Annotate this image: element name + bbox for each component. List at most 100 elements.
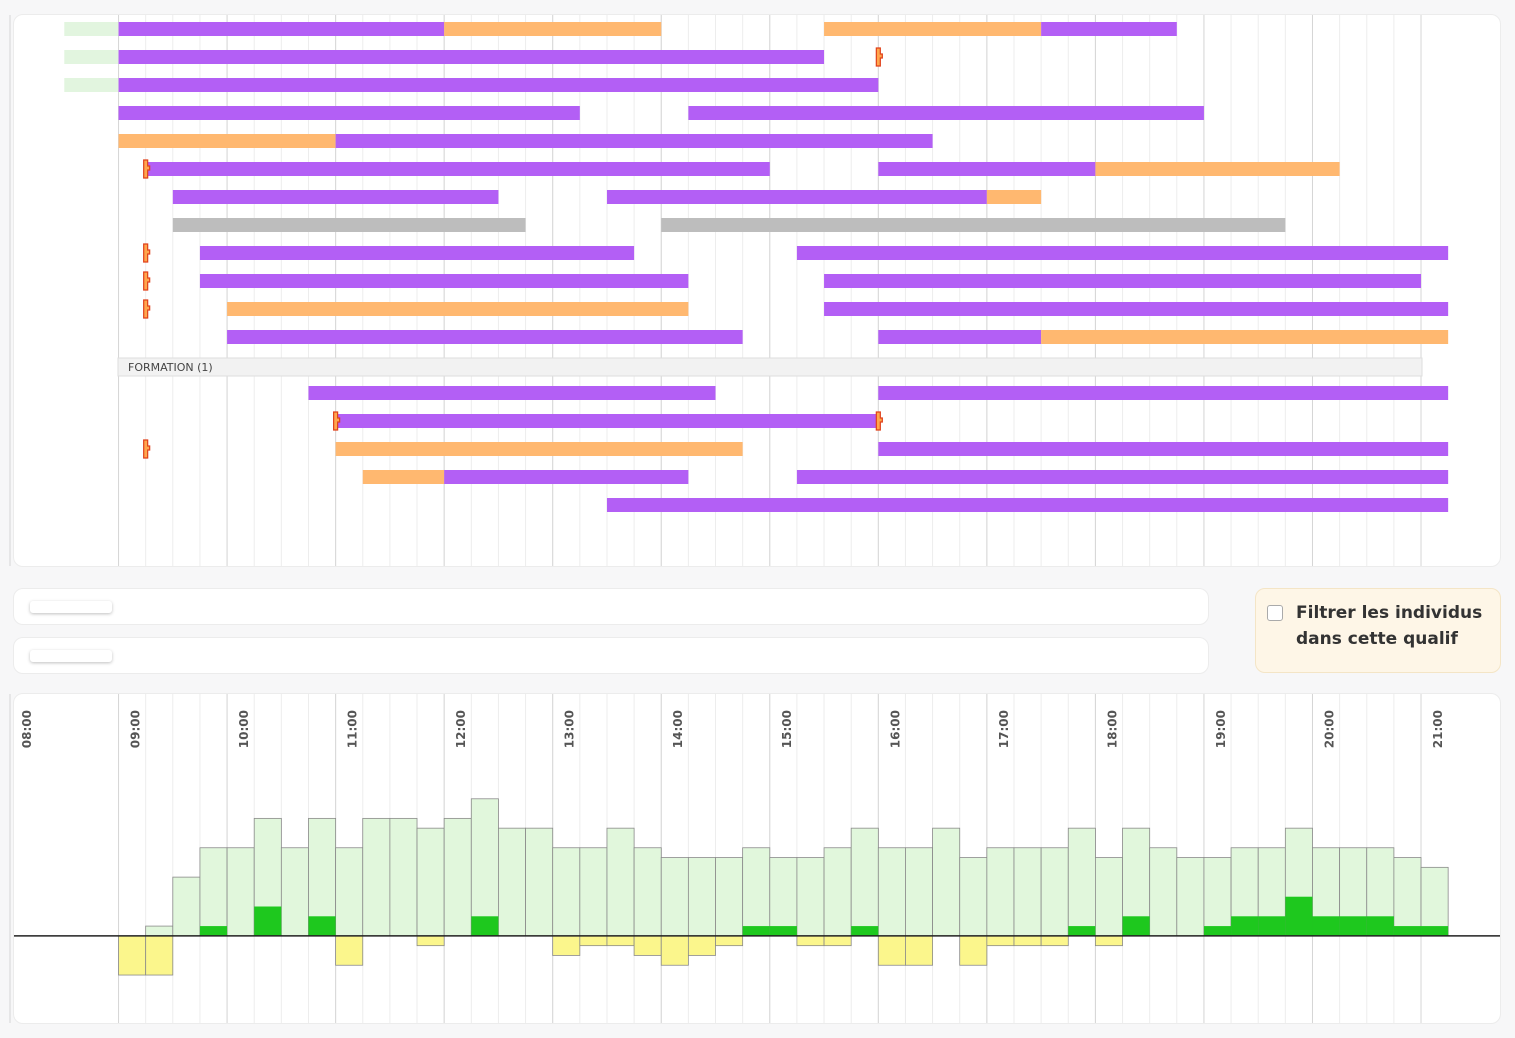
histogram-bar (335, 847, 364, 937)
shift-segment (444, 22, 662, 36)
histogram-bar (1421, 926, 1449, 936)
histogram-bar (986, 935, 1015, 947)
shift-segment (335, 134, 933, 148)
shift-segment (335, 414, 879, 428)
histogram-bar (579, 935, 608, 947)
marker (875, 411, 883, 431)
histogram-bar (986, 847, 1015, 937)
shift-segment (824, 22, 1042, 36)
shift-segment (661, 218, 1286, 232)
group-label: FORMATION (1) (128, 361, 213, 374)
shift-segment (118, 134, 336, 148)
histogram-bar (579, 847, 608, 937)
histogram-bar (280, 847, 309, 937)
shift-segment (227, 302, 689, 316)
shift-segment (1095, 162, 1340, 176)
histogram-bar (199, 926, 228, 936)
histogram-bar (552, 847, 581, 937)
shift-segment (688, 106, 1204, 120)
histogram-bar (1013, 935, 1042, 947)
histogram-bar (606, 935, 635, 947)
shift-segment (308, 386, 716, 400)
shift-segment (145, 162, 770, 176)
histogram-bar (850, 827, 879, 937)
x-tick-label: 20:00 (1322, 710, 1336, 748)
shift-segment (878, 442, 1449, 456)
marker (143, 299, 151, 319)
histogram-bar (199, 847, 228, 937)
x-tick-label: 18:00 (1105, 710, 1119, 748)
x-tick-label: 10:00 (237, 710, 251, 748)
x-tick-label: 14:00 (671, 710, 685, 748)
histogram-bar (606, 827, 635, 937)
shift-segment (878, 386, 1449, 400)
histogram-bar (633, 847, 662, 937)
histogram-bar (443, 817, 472, 937)
filter-label[interactable]: Filtrer les individus dans cette qualif (1296, 603, 1483, 649)
histogram-bar (715, 857, 744, 937)
histogram-bar (1393, 857, 1422, 937)
shift-segment (796, 246, 1449, 260)
histogram-bar (1339, 916, 1367, 936)
histogram-bar (1420, 866, 1449, 937)
shift-segment (986, 190, 1042, 204)
histogram-bar (389, 817, 418, 937)
shift-segment (118, 78, 879, 92)
histogram-bar (308, 916, 336, 936)
histogram-bar (1095, 935, 1123, 947)
histogram-bar (145, 935, 174, 976)
histogram-bar (932, 827, 961, 937)
histogram-bar (1149, 847, 1178, 937)
histogram-bar (525, 827, 554, 937)
histogram-bar (1285, 896, 1313, 936)
histogram-bar (796, 857, 825, 937)
shift-segment (878, 162, 1096, 176)
checkbox[interactable] (1267, 605, 1283, 621)
histogram-bar (1040, 847, 1069, 937)
shift-segment (199, 274, 689, 288)
histogram-bar (1312, 916, 1340, 936)
group-header (117, 357, 1423, 377)
histogram-bar (1067, 827, 1096, 937)
pill (30, 650, 112, 662)
histogram-bar (416, 935, 445, 947)
histogram-bar (226, 847, 255, 937)
histogram-bar (1393, 926, 1422, 936)
histogram-bar (823, 935, 852, 947)
marker (333, 411, 341, 431)
shift-segment (64, 50, 119, 64)
shift-segment (878, 330, 1042, 344)
shift-segment (606, 190, 987, 204)
histogram-bar (796, 935, 825, 947)
histogram-bar (1366, 916, 1394, 936)
histogram-bar (1068, 926, 1096, 936)
histogram-bar (1013, 847, 1042, 937)
shift-segment (824, 274, 1422, 288)
pill (30, 601, 112, 613)
histogram-bar (416, 827, 445, 937)
shift-segment (444, 470, 689, 484)
input-row[interactable] (13, 588, 1209, 625)
histogram-bar (687, 935, 716, 956)
histogram-bar (254, 906, 282, 936)
histogram-bar (1176, 857, 1205, 937)
histogram-bar (1203, 926, 1232, 936)
x-tick-label: 17:00 (997, 710, 1011, 748)
x-tick-label: 21:00 (1431, 710, 1445, 748)
histogram-bar (742, 847, 771, 937)
shift-segment (118, 106, 580, 120)
histogram-bar (660, 935, 689, 966)
histogram-bar (471, 916, 499, 936)
histogram-bar (470, 798, 499, 937)
histogram-bar (905, 935, 933, 966)
input-row[interactable] (13, 637, 1209, 674)
shift-segment (1041, 330, 1449, 344)
histogram-bar (172, 876, 201, 937)
histogram-bar (552, 935, 581, 956)
shift-segment (64, 22, 119, 36)
shift-segment (1041, 22, 1177, 36)
shift-segment (118, 50, 825, 64)
x-tick-label: 12:00 (454, 710, 468, 748)
